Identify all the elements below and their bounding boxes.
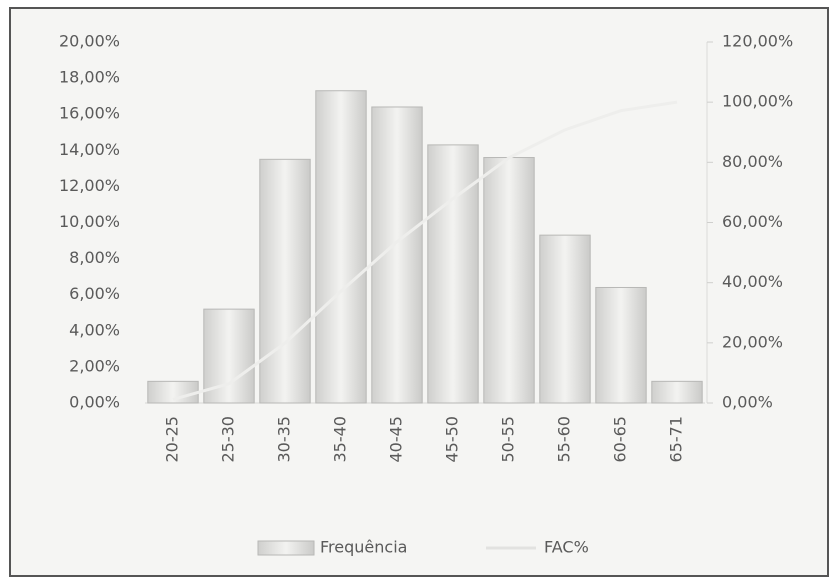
x-tick-label: 25-30 <box>219 416 238 463</box>
legend-label: Frequência <box>320 538 407 557</box>
y-tick-label: 4,00% <box>69 320 120 339</box>
y-tick-label: 2,00% <box>69 356 120 375</box>
y-tick-label: 16,00% <box>59 104 120 123</box>
x-tick-label: 60-65 <box>611 416 630 463</box>
y-tick-label: 0,00% <box>69 393 120 412</box>
x-tick-label: 30-35 <box>275 416 294 463</box>
y-tick-label: 20,00% <box>59 32 120 51</box>
bar <box>483 157 535 404</box>
bar <box>539 234 591 404</box>
x-tick-label: 45-50 <box>443 416 462 463</box>
bar <box>315 90 367 404</box>
fac-line <box>172 100 678 401</box>
bar <box>371 106 423 404</box>
y-tick-label: 6,00% <box>69 284 120 303</box>
y2-tick-label: 100,00% <box>722 92 793 111</box>
bar <box>203 308 255 404</box>
x-tick-label: 20-25 <box>163 416 182 463</box>
bar <box>147 380 199 404</box>
y-tick-label: 10,00% <box>59 212 120 231</box>
x-tick-label: 35-40 <box>331 416 350 463</box>
y-tick-label: 14,00% <box>59 140 120 159</box>
x-tick-label: 55-60 <box>555 416 574 463</box>
x-tick-label: 40-45 <box>387 416 406 463</box>
legend-label: FAC% <box>544 538 589 557</box>
y-tick-label: 8,00% <box>69 248 120 267</box>
x-tick-label: 65-71 <box>667 416 686 463</box>
legend-swatch <box>257 540 315 556</box>
y2-tick-label: 40,00% <box>722 272 783 291</box>
y2-tick-label: 60,00% <box>722 212 783 231</box>
y2-tick-label: 0,00% <box>722 393 773 412</box>
bar <box>651 380 703 404</box>
y-tick-label: 18,00% <box>59 68 120 87</box>
bar <box>595 286 647 404</box>
y2-tick-label: 80,00% <box>722 152 783 171</box>
y-tick-label: 12,00% <box>59 176 120 195</box>
bar <box>259 158 311 404</box>
x-tick-label: 50-55 <box>499 416 518 463</box>
y2-tick-label: 120,00% <box>722 32 793 51</box>
bar <box>427 144 479 404</box>
y2-tick-label: 20,00% <box>722 332 783 351</box>
